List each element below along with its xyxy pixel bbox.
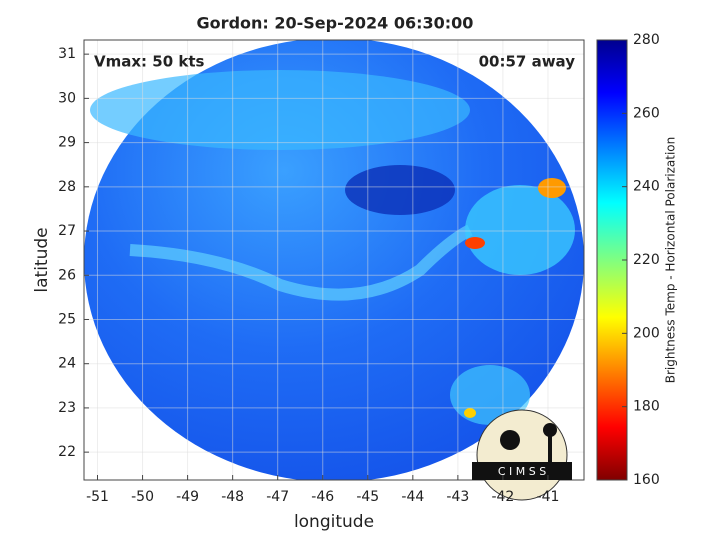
y-tick-label: 25 [58, 311, 76, 327]
chart-title: Gordon: 20-Sep-2024 06:30:00 [197, 14, 474, 33]
colorbar-tick-label: 180 [633, 399, 660, 415]
y-tick-label: 23 [58, 400, 76, 416]
y-tick-label: 30 [58, 90, 76, 106]
grid [84, 40, 584, 480]
colorbar-tick-label: 240 [633, 179, 660, 195]
annotation: Vmax: 50 kts [94, 53, 204, 71]
y-tick-label: 29 [58, 135, 76, 151]
x-tick-label: -49 [176, 489, 199, 505]
satellite-image [84, 40, 584, 480]
x-tick-label: -43 [446, 489, 469, 505]
x-tick-label: -47 [266, 489, 289, 505]
colorbar-tick-label: 160 [633, 472, 660, 488]
x-tick-label: -48 [221, 489, 244, 505]
axes-frame [83, 39, 585, 481]
colorbar-label: Brightness Temp - Horizontal Polarizatio… [664, 137, 678, 384]
x-tick-label: -42 [491, 489, 514, 505]
y-tick-label: 22 [58, 444, 76, 460]
logo: C I M S S [472, 409, 572, 501]
colorbar-tick-label: 200 [633, 325, 660, 341]
y-tick-label: 26 [58, 267, 76, 283]
y-tick-label: 31 [58, 46, 76, 62]
y-axis-label: latitude [32, 227, 52, 292]
x-tick-label: -51 [86, 489, 109, 505]
x-tick-label: -41 [537, 489, 560, 505]
x-tick-label: -45 [356, 489, 379, 505]
colorbar-tick-label: 280 [633, 32, 660, 48]
y-tick-label: 27 [58, 223, 76, 239]
annotation: 00:57 away [479, 53, 576, 71]
y-tick-label: 24 [58, 356, 76, 372]
x-tick-label: -46 [311, 489, 334, 505]
x-tick-label: -50 [131, 489, 154, 505]
x-tick-label: -44 [401, 489, 424, 505]
y-tick-label: 28 [58, 179, 76, 195]
colorbar-tick-label: 260 [633, 105, 660, 121]
logo-text: C I M S S [498, 465, 546, 478]
x-axis-label: longitude [294, 512, 374, 532]
colorbar-tick-label: 220 [633, 252, 660, 268]
